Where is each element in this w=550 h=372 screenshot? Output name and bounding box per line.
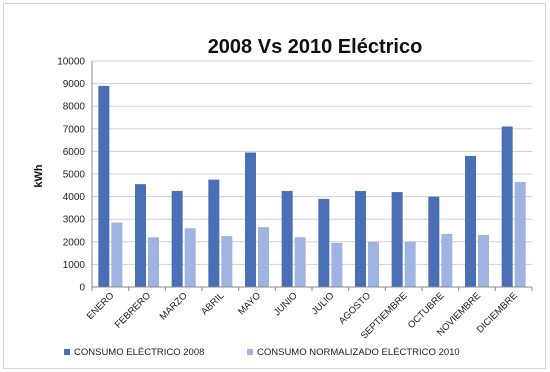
legend-label: CONSUMO ELÉCTRICO 2008 — [74, 347, 204, 358]
bar-consumo-2008-febrero — [135, 184, 146, 287]
bar-consumo-2010-febrero — [148, 237, 159, 287]
y-axis-label: kWh — [33, 164, 45, 188]
y-tick-label: 5000 — [63, 170, 86, 181]
bar-consumo-2010-septiembre — [404, 241, 416, 287]
bar-consumo-2008-abril — [208, 179, 220, 287]
y-tick-label: 4000 — [63, 192, 86, 203]
bar-consumo-2010-noviembre — [478, 235, 489, 287]
bar-consumo-2010-octubre — [441, 233, 453, 287]
x-tick-label: ENERO — [85, 290, 117, 322]
bar-consumo-2008-enero — [98, 85, 110, 287]
chart-frame: 2008 Vs 2010 Eléctrico kWh 0 1000 2000 3000… — [3, 3, 546, 369]
bar-consumo-2010-julio — [331, 242, 343, 287]
y-axis-ticks: 0 1000 2000 3000 4000 5000 6000 7000 8000 9000 100… — [57, 57, 85, 294]
bar-consumo-2008-noviembre — [465, 155, 476, 287]
legend: CONSUMO ELÉCTRICO 2008 CONSUMO NORMALIZAD… — [64, 347, 460, 358]
y-tick-label: 9000 — [63, 79, 86, 90]
bar-consumo-2008-agosto — [355, 190, 366, 287]
bar-consumo-2010-diciembre — [514, 181, 526, 287]
x-tick-label: MAYO — [236, 290, 263, 317]
y-tick-label: 1000 — [63, 260, 86, 271]
bar-consumo-2010-agosto — [368, 241, 379, 287]
legend-label: CONSUMO NORMALIZADO ELÉCTRICO 2010 — [257, 347, 460, 358]
axes — [91, 61, 533, 291]
bar-consumo-2008-septiembre — [391, 192, 403, 287]
x-tick-label: FEBRERO — [113, 290, 153, 330]
bar-consumo-2008-octubre — [428, 196, 440, 287]
bar-consumo-2008-mayo — [245, 152, 256, 287]
gridlines — [92, 60, 532, 288]
x-tick-label: JUNIO — [272, 290, 300, 318]
bar-consumo-2010-junio — [294, 237, 306, 287]
chart-title: 2008 Vs 2010 Eléctrico — [208, 36, 423, 58]
legend-swatch — [64, 349, 70, 355]
bar-consumo-2008-diciembre — [501, 126, 513, 287]
y-tick-label: 7000 — [63, 124, 86, 135]
bar-consumo-2010-marzo — [184, 228, 196, 287]
x-tick-label: MARZO — [158, 290, 190, 322]
y-tick-label: 6000 — [63, 147, 86, 158]
bar-consumo-2010-abril — [221, 236, 233, 287]
chart: 2008 Vs 2010 Eléctrico kWh 0 1000 2000 3000… — [33, 36, 533, 358]
bar-consumo-2008-julio — [318, 198, 330, 287]
y-tick-label: 10000 — [57, 57, 85, 68]
bar-consumo-2010-enero — [111, 222, 123, 287]
y-tick-label: 8000 — [63, 102, 86, 113]
y-tick-label: 0 — [79, 283, 85, 294]
x-tick-label: AGOSTO — [337, 290, 373, 326]
y-tick-label: 3000 — [63, 215, 86, 226]
legend-swatch — [247, 349, 253, 355]
bar-consumo-2008-marzo — [171, 190, 183, 287]
bars — [98, 85, 526, 287]
x-tick-label: JULIO — [310, 290, 337, 317]
bar-consumo-2008-junio — [281, 190, 293, 287]
x-tick-label: ABRIL — [199, 290, 226, 317]
y-tick-label: 2000 — [63, 237, 86, 248]
bar-consumo-2010-mayo — [258, 227, 269, 287]
